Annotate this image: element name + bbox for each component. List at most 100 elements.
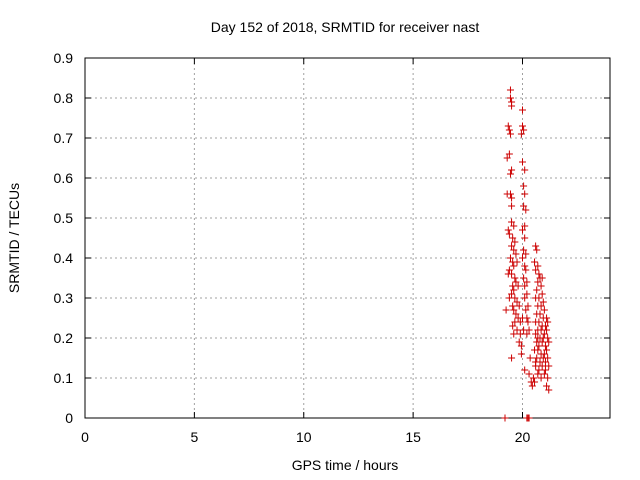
data-point	[513, 258, 521, 266]
data-point	[532, 358, 540, 366]
data-point	[505, 230, 513, 238]
data-point	[509, 234, 517, 242]
data-point	[517, 350, 525, 358]
data-point	[506, 94, 514, 102]
data-point	[506, 86, 514, 94]
data-point	[534, 370, 542, 378]
y-tick-label: 0.7	[54, 130, 74, 146]
data-point	[538, 290, 546, 298]
data-point	[505, 150, 513, 158]
data-point	[513, 326, 521, 334]
data-point	[508, 242, 516, 250]
data-point	[538, 274, 546, 282]
data-point	[521, 366, 529, 374]
data-point	[523, 330, 531, 338]
data-point	[506, 130, 514, 138]
data-points	[501, 86, 553, 422]
y-tick-label: 0.5	[54, 210, 74, 226]
data-point	[540, 330, 548, 338]
data-point	[533, 354, 541, 362]
data-point	[540, 370, 548, 378]
data-point	[541, 322, 549, 330]
data-point	[520, 274, 528, 282]
data-point	[544, 374, 552, 382]
data-point	[540, 306, 548, 314]
x-tick-label: 5	[190, 429, 198, 445]
data-point	[515, 338, 523, 346]
data-point	[516, 318, 524, 326]
data-point	[506, 170, 514, 178]
data-point	[508, 166, 516, 174]
data-point	[519, 254, 526, 262]
data-point	[517, 130, 525, 138]
data-point	[525, 370, 533, 378]
data-point	[534, 278, 542, 286]
data-point	[532, 266, 540, 274]
data-point	[521, 222, 529, 230]
y-tick-label: 0.2	[54, 330, 74, 346]
data-point	[516, 330, 524, 338]
data-point	[529, 374, 537, 382]
data-point	[539, 298, 547, 306]
data-point	[512, 250, 520, 258]
data-point	[531, 378, 539, 386]
y-tick-label: 0.8	[54, 90, 74, 106]
data-point	[511, 238, 519, 246]
data-point	[521, 166, 529, 174]
data-point	[545, 362, 553, 370]
data-point	[521, 294, 529, 302]
data-point	[537, 282, 545, 290]
x-axis-label: GPS time / hours	[292, 457, 399, 473]
data-point	[513, 298, 521, 306]
data-point	[538, 338, 546, 346]
x-tick-label: 20	[515, 429, 531, 445]
data-point	[534, 346, 542, 354]
data-point	[537, 302, 545, 310]
data-point	[508, 354, 516, 362]
data-point	[533, 286, 541, 294]
y-tick-label: 0.3	[54, 290, 74, 306]
data-point	[536, 310, 544, 318]
data-point	[526, 354, 534, 362]
data-point	[508, 202, 516, 210]
x-tick-label: 10	[296, 429, 312, 445]
data-point	[514, 282, 522, 290]
data-point	[508, 218, 516, 226]
data-point	[522, 250, 530, 258]
data-point	[541, 366, 549, 374]
data-point	[505, 266, 513, 274]
y-axis-ticks: 0 0.1 0.2 0.3 0.4 0.5 0.6 0.7 0.8 0.9	[54, 50, 610, 426]
data-point	[502, 306, 510, 314]
data-point	[521, 190, 529, 198]
data-point	[512, 278, 520, 286]
data-point	[508, 194, 516, 202]
data-point	[503, 190, 511, 198]
data-point	[522, 266, 530, 274]
data-point	[524, 318, 532, 326]
chart-title: Day 152 of 2018, SRMTID for receiver nas…	[211, 19, 480, 35]
data-point	[525, 326, 533, 334]
data-point	[535, 366, 543, 374]
data-point	[535, 318, 543, 326]
data-point	[510, 306, 518, 314]
data-point	[544, 318, 552, 326]
data-point	[523, 290, 531, 298]
data-point	[504, 270, 512, 278]
data-point	[509, 302, 517, 310]
y-tick-label: 0.1	[54, 370, 74, 386]
x-tick-label: 15	[405, 429, 421, 445]
data-point	[504, 226, 512, 234]
data-point	[510, 286, 518, 294]
data-point	[538, 362, 546, 370]
data-point	[534, 262, 542, 270]
data-point	[519, 226, 526, 234]
data-point	[506, 254, 514, 262]
data-point	[524, 302, 532, 310]
data-point	[510, 246, 518, 254]
data-point	[543, 346, 551, 354]
data-point	[521, 262, 529, 270]
data-point	[532, 242, 540, 250]
data-point	[540, 350, 548, 358]
data-point	[525, 414, 533, 422]
